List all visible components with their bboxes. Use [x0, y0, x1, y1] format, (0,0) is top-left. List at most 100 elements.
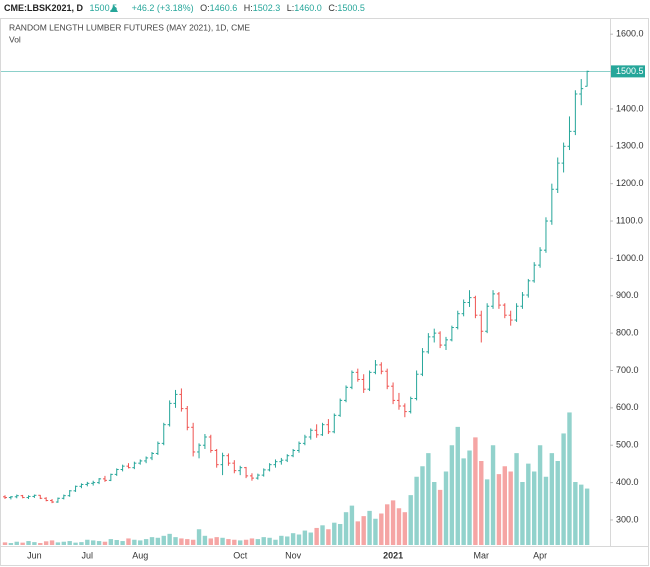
- ohlc-bar: [543, 217, 548, 253]
- ohlc-bar: [391, 382, 396, 405]
- ohlc-bar: [179, 388, 184, 412]
- ohlc-bar: [185, 405, 190, 431]
- ohlc-bar: [297, 441, 301, 453]
- y-tick-label: 700.0: [616, 365, 639, 375]
- ohlc-bar: [261, 468, 266, 477]
- volume-bar: [267, 537, 272, 545]
- chart-title: RANDOM LENGTH LUMBER FUTURES (MAY 2021),…: [9, 22, 250, 32]
- ohlc-bar: [108, 473, 113, 482]
- volume-bar: [196, 529, 202, 545]
- volume-bar: [138, 540, 143, 545]
- ohlc-bar: [567, 116, 572, 151]
- volume-bar: [249, 538, 255, 545]
- y-tick-label: 400.0: [616, 477, 639, 487]
- ohlc-bar: [126, 463, 131, 469]
- low-label: L:: [287, 3, 295, 13]
- ohlc-bar: [455, 310, 460, 330]
- volume-bar: [326, 529, 331, 545]
- ohlc-bar: [473, 295, 478, 319]
- volume-bar: [179, 538, 184, 545]
- ohlc-bar: [244, 466, 249, 479]
- ohlc-bar: [197, 443, 202, 459]
- volume-bar: [420, 466, 425, 545]
- volume-bar: [432, 482, 437, 545]
- last-price-label: 1500.5: [616, 66, 644, 76]
- header: CME:LBSK2021, D 1500.5 +46.2 (+3.18%) O:…: [4, 3, 365, 13]
- volume-bar: [273, 539, 278, 545]
- volume-bar: [508, 471, 513, 545]
- volume-bar: [279, 535, 284, 545]
- ohlc-bar: [414, 370, 419, 401]
- volume-bar: [79, 542, 84, 545]
- last-price: 1500.5: [90, 3, 118, 13]
- ohlc-bar: [561, 142, 566, 173]
- high-label: H:: [244, 3, 253, 13]
- ohlc-bar: [555, 157, 560, 194]
- volume-bar: [408, 495, 413, 545]
- ohlc-bar: [238, 465, 243, 476]
- ohlc-bar: [520, 292, 525, 309]
- ohlc-bar: [67, 490, 72, 497]
- volume-bar: [20, 542, 25, 545]
- volume-bar: [49, 540, 55, 545]
- ohlc-bar: [308, 428, 313, 440]
- volume-bar: [449, 445, 455, 545]
- volume-bar: [343, 512, 349, 545]
- ohlc-bar: [314, 424, 319, 438]
- ohlc-bar: [349, 370, 354, 390]
- volume-bar: [108, 539, 114, 545]
- volume-bar: [114, 540, 119, 545]
- volume-bar: [496, 474, 502, 545]
- ohlc-bar: [461, 299, 466, 317]
- volume-bar: [314, 527, 319, 545]
- ohlc-bar: [150, 451, 154, 461]
- volume-bar: [337, 524, 343, 545]
- volume-bar: [514, 453, 519, 545]
- ohlc-bar: [549, 183, 554, 225]
- volume-bar: [490, 445, 496, 545]
- ohlc-bar: [232, 460, 237, 474]
- volume-bar: [132, 539, 137, 545]
- open-value: 1460.6: [210, 3, 238, 13]
- volume-bar: [473, 437, 478, 545]
- volume-bar: [367, 510, 372, 545]
- ohlc-bar: [402, 403, 407, 418]
- ohlc-bar: [579, 79, 584, 106]
- volume-bar: [232, 539, 237, 545]
- ohlc-bar: [467, 290, 472, 307]
- x-tick-label: Nov: [285, 550, 302, 560]
- ohlc-bar: [255, 473, 260, 480]
- ohlc-bar: [161, 422, 166, 446]
- volume-bar: [561, 433, 566, 545]
- volume-bar: [308, 532, 313, 545]
- volume-bar: [285, 536, 290, 545]
- volume-bar: [467, 450, 472, 545]
- volume-bar: [584, 488, 590, 545]
- volume-bar: [14, 541, 19, 545]
- ohlc-bar: [173, 389, 178, 408]
- ohlc-bar: [279, 457, 284, 465]
- volume-bar: [385, 504, 390, 545]
- ohlc-bar: [538, 247, 543, 268]
- volume-bar: [67, 541, 72, 545]
- ohlc-bar: [220, 452, 225, 476]
- volume-bar: [26, 541, 31, 545]
- ohlc-bar: [167, 400, 172, 427]
- volume-bar: [302, 530, 308, 545]
- y-tick-label: 1100.0: [616, 215, 643, 225]
- volume-bar: [126, 538, 131, 545]
- ohlc-bar: [508, 310, 513, 326]
- ohlc-bar: [267, 463, 272, 472]
- ohlc-bar: [491, 290, 496, 309]
- volume-bar: [461, 458, 466, 545]
- ohlc-bar: [14, 494, 19, 499]
- volume-bar: [32, 542, 37, 545]
- volume-bar: [320, 525, 325, 545]
- ohlc-bar: [285, 454, 290, 463]
- ohlc-bar: [573, 90, 578, 136]
- ohlc-bar: [120, 464, 125, 472]
- ohlc-bar: [526, 278, 531, 298]
- ohlc-bar: [79, 483, 84, 489]
- y-tick-label: 600.0: [616, 402, 639, 412]
- change: +46.2 (+3.18%): [132, 3, 194, 13]
